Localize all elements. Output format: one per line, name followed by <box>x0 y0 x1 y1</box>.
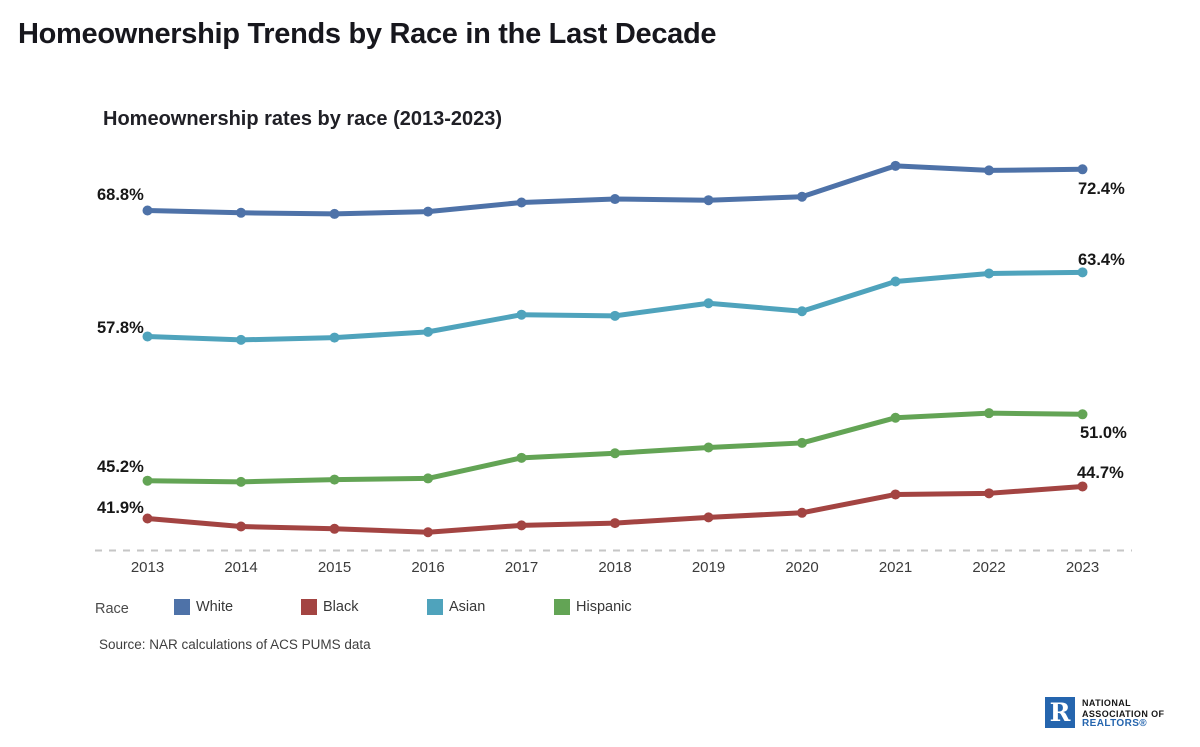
data-point-black-2013 <box>142 513 153 524</box>
data-point-asian-2015 <box>329 332 340 343</box>
legend-item-asian: Asian <box>427 599 485 615</box>
data-point-asian-2020 <box>797 306 807 317</box>
data-label-asian-2013: 57.8% <box>97 319 144 337</box>
data-point-asian-2019 <box>703 298 714 309</box>
data-point-white-2018 <box>610 194 620 205</box>
data-label-black-2013: 41.9% <box>97 499 144 517</box>
data-point-asian-2021 <box>890 276 901 287</box>
data-point-black-2015 <box>329 523 340 534</box>
legend-swatch-black <box>301 599 317 615</box>
legend-swatch-hispanic <box>554 599 570 615</box>
data-point-asian-2017 <box>516 309 527 320</box>
data-point-white-2014 <box>236 207 246 218</box>
data-point-black-2020 <box>797 507 807 518</box>
legend-label-black: Black <box>323 599 359 615</box>
chart-title: Homeownership rates by race (2013-2023) <box>103 108 503 130</box>
data-point-hispanic-2013 <box>142 475 153 486</box>
data-point-hispanic-2021 <box>890 412 901 423</box>
data-point-hispanic-2017 <box>516 452 527 463</box>
data-label-hispanic-2013: 45.2% <box>97 458 144 476</box>
source-note: Source: NAR calculations of ACS PUMS dat… <box>99 637 371 652</box>
data-point-black-2017 <box>516 520 527 531</box>
x-tick-2021: 2021 <box>878 559 913 576</box>
data-point-asian-2014 <box>236 334 246 345</box>
data-label-hispanic-2023: 51.0% <box>1080 424 1127 442</box>
data-label-black-2023: 44.7% <box>1077 464 1124 482</box>
data-point-hispanic-2022 <box>984 408 994 419</box>
data-label-white-2013: 68.8% <box>97 186 144 204</box>
data-point-white-2013 <box>142 205 153 216</box>
legend-swatch-white <box>174 599 190 615</box>
nar-logo-mark: R <box>1045 697 1075 728</box>
nar-logo-line1: NATIONAL <box>1082 698 1132 708</box>
data-point-white-2015 <box>329 208 340 219</box>
data-label-white-2023: 72.4% <box>1078 180 1125 198</box>
x-tick-2022: 2022 <box>972 559 1006 576</box>
data-point-white-2020 <box>797 191 807 202</box>
legend-item-hispanic: Hispanic <box>554 599 632 615</box>
x-tick-2020: 2020 <box>785 559 819 576</box>
data-point-white-2021 <box>890 160 901 171</box>
data-point-white-2023 <box>1077 164 1088 175</box>
x-tick-2019: 2019 <box>691 559 726 576</box>
legend-title: Race <box>95 601 129 617</box>
data-point-asian-2022 <box>984 268 994 279</box>
data-point-black-2016 <box>423 527 433 538</box>
data-point-white-2022 <box>984 165 994 176</box>
nar-logo-line3: REALTORS® <box>1082 718 1148 729</box>
x-tick-2016: 2016 <box>411 559 445 576</box>
data-point-hispanic-2015 <box>329 474 340 485</box>
legend-swatch-asian <box>427 599 443 615</box>
series-line-black <box>145 483 1085 535</box>
series-line-white <box>145 163 1085 217</box>
data-point-black-2021 <box>890 489 901 500</box>
data-point-white-2016 <box>423 206 433 217</box>
data-point-white-2019 <box>703 195 714 206</box>
data-point-black-2019 <box>703 512 714 523</box>
x-tick-2015: 2015 <box>317 559 352 576</box>
data-point-hispanic-2019 <box>703 442 714 453</box>
nar-logo: R NATIONAL ASSOCIATION OF REALTORS® <box>1045 697 1164 730</box>
data-point-hispanic-2023 <box>1077 409 1088 420</box>
data-point-asian-2018 <box>610 310 620 321</box>
x-tick-2013: 2013 <box>130 559 165 576</box>
x-tick-2014: 2014 <box>224 559 258 576</box>
data-point-white-2017 <box>516 197 527 208</box>
data-point-asian-2013 <box>142 331 153 342</box>
legend-label-hispanic: Hispanic <box>576 599 632 615</box>
series-line-hispanic <box>145 410 1085 485</box>
nar-logo-line2: ASSOCIATION OF <box>1082 708 1165 719</box>
page-title: Homeownership Trends by Race in the Last… <box>18 18 717 50</box>
legend-label-white: White <box>196 599 234 615</box>
nar-logo-text: NATIONAL ASSOCIATION OF REALTORS® <box>1082 697 1164 730</box>
data-point-black-2018 <box>610 518 620 529</box>
data-point-hispanic-2018 <box>610 448 620 459</box>
legend-label-asian: Asian <box>449 599 486 615</box>
data-point-black-2014 <box>236 521 246 532</box>
data-point-hispanic-2016 <box>423 473 433 484</box>
x-tick-2018: 2018 <box>598 559 632 576</box>
data-label-asian-2023: 63.4% <box>1078 251 1125 269</box>
legend-item-black: Black <box>301 599 358 615</box>
data-point-hispanic-2020 <box>797 437 807 448</box>
series-line-asian <box>145 269 1085 343</box>
x-tick-2017: 2017 <box>504 559 539 576</box>
data-point-hispanic-2014 <box>236 476 246 487</box>
data-point-asian-2016 <box>423 326 433 337</box>
data-point-black-2022 <box>984 488 994 499</box>
x-tick-2023: 2023 <box>1065 559 1100 576</box>
legend-item-white: White <box>174 599 233 615</box>
